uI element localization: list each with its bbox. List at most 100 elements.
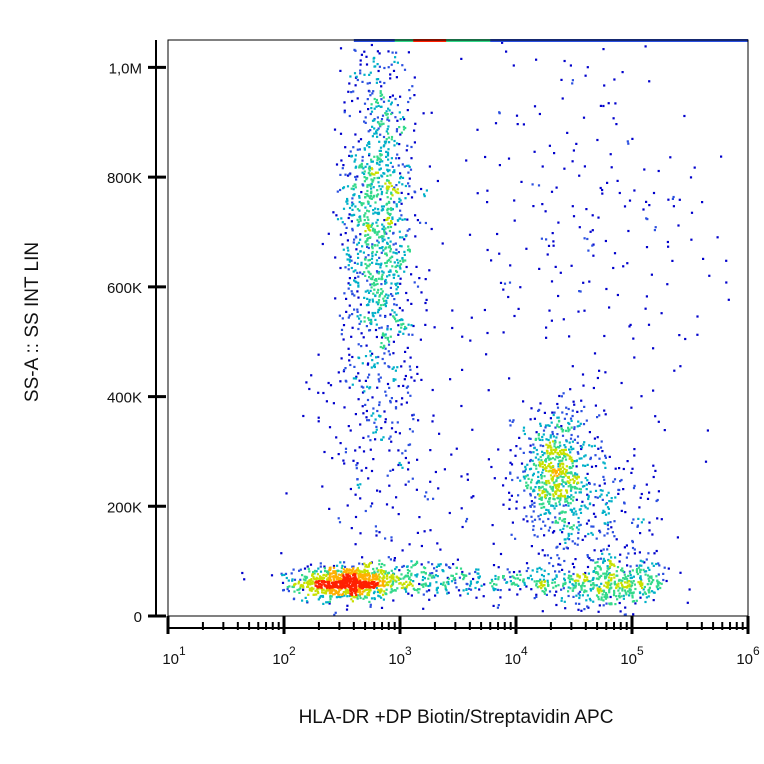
event-dot (367, 233, 370, 236)
event-dot (648, 529, 651, 532)
event-dot (618, 467, 621, 470)
event-dot (554, 448, 557, 451)
event-dot (410, 582, 413, 585)
event-dot (358, 593, 362, 596)
event-dot (632, 487, 636, 490)
event-dot (372, 585, 375, 588)
event-dot (586, 237, 589, 241)
event-dot (389, 270, 392, 273)
event-dot (402, 260, 405, 263)
event-dot (391, 216, 394, 219)
event-dot (391, 165, 394, 168)
event-dot (376, 291, 379, 294)
event-dot (352, 203, 355, 206)
event-dot (539, 402, 542, 405)
event-dot (352, 590, 355, 593)
event-dot (583, 165, 586, 168)
event-dot (585, 579, 588, 582)
event-dot (363, 102, 367, 105)
event-dot (419, 338, 422, 341)
event-dot (404, 325, 407, 329)
event-dot (367, 303, 370, 306)
event-dot (344, 146, 347, 149)
event-dot (536, 453, 539, 456)
event-dot (336, 576, 339, 579)
event-dot (539, 462, 542, 465)
event-dot (605, 586, 608, 589)
event-dot (581, 538, 584, 541)
event-dot (382, 297, 385, 300)
event-dot (529, 444, 532, 447)
event-dot (461, 368, 464, 371)
event-dot (604, 597, 608, 600)
event-dot (345, 297, 348, 300)
event-dot (508, 419, 511, 422)
event-dot (395, 313, 398, 316)
event-dot (549, 417, 552, 420)
event-dot (364, 234, 367, 237)
event-dot (363, 219, 366, 222)
event-dot (383, 232, 386, 235)
event-dot (347, 253, 350, 256)
event-dot (369, 283, 372, 286)
event-dot (352, 188, 355, 191)
event-dot (316, 586, 320, 589)
event-dot (485, 353, 488, 356)
event-dot (542, 575, 545, 578)
event-dot (389, 240, 392, 243)
event-dot (319, 587, 322, 590)
event-dot (637, 517, 640, 520)
event-dot (397, 324, 400, 327)
event-dot (395, 157, 398, 160)
event-dot (376, 582, 379, 585)
event-dot (608, 455, 611, 458)
event-dot (369, 204, 372, 208)
event-dot (623, 581, 627, 584)
event-dot (342, 581, 345, 584)
event-dot (367, 565, 370, 568)
event-dot (372, 567, 375, 571)
event-dot (409, 168, 413, 171)
event-dot (591, 244, 594, 247)
event-dot (653, 552, 656, 555)
event-dot (613, 589, 616, 592)
event-dot (578, 487, 581, 490)
event-dot (361, 556, 364, 559)
event-dot (519, 588, 522, 591)
event-dot (657, 490, 660, 493)
event-dot (589, 589, 593, 592)
event-dot (378, 563, 381, 566)
event-dot (585, 483, 588, 486)
event-dot (335, 436, 338, 439)
event-dot (420, 544, 423, 548)
event-dot (579, 511, 583, 514)
event-dot (374, 201, 377, 204)
event-dot (602, 509, 605, 512)
event-dot (604, 466, 607, 469)
event-dot (644, 573, 647, 576)
event-dot (347, 347, 350, 350)
event-dot (559, 444, 562, 447)
event-dot (405, 565, 409, 568)
event-dot (424, 221, 427, 225)
event-dot (391, 421, 394, 424)
event-dot (633, 189, 636, 192)
event-dot (502, 575, 505, 578)
event-dot (423, 193, 426, 196)
event-dot (624, 591, 627, 594)
event-dot (326, 585, 329, 588)
event-dot (628, 583, 631, 586)
event-dot (397, 449, 400, 452)
event-dot (366, 585, 369, 589)
event-dot (353, 48, 356, 51)
event-dot (410, 145, 413, 149)
event-dot (386, 382, 390, 386)
event-dot (363, 147, 366, 150)
event-dot (378, 160, 382, 163)
event-dot (582, 443, 585, 446)
event-dot (387, 212, 390, 215)
event-dot (397, 319, 400, 322)
event-dot (622, 467, 625, 471)
event-dot (387, 343, 391, 346)
event-dot (368, 276, 371, 279)
